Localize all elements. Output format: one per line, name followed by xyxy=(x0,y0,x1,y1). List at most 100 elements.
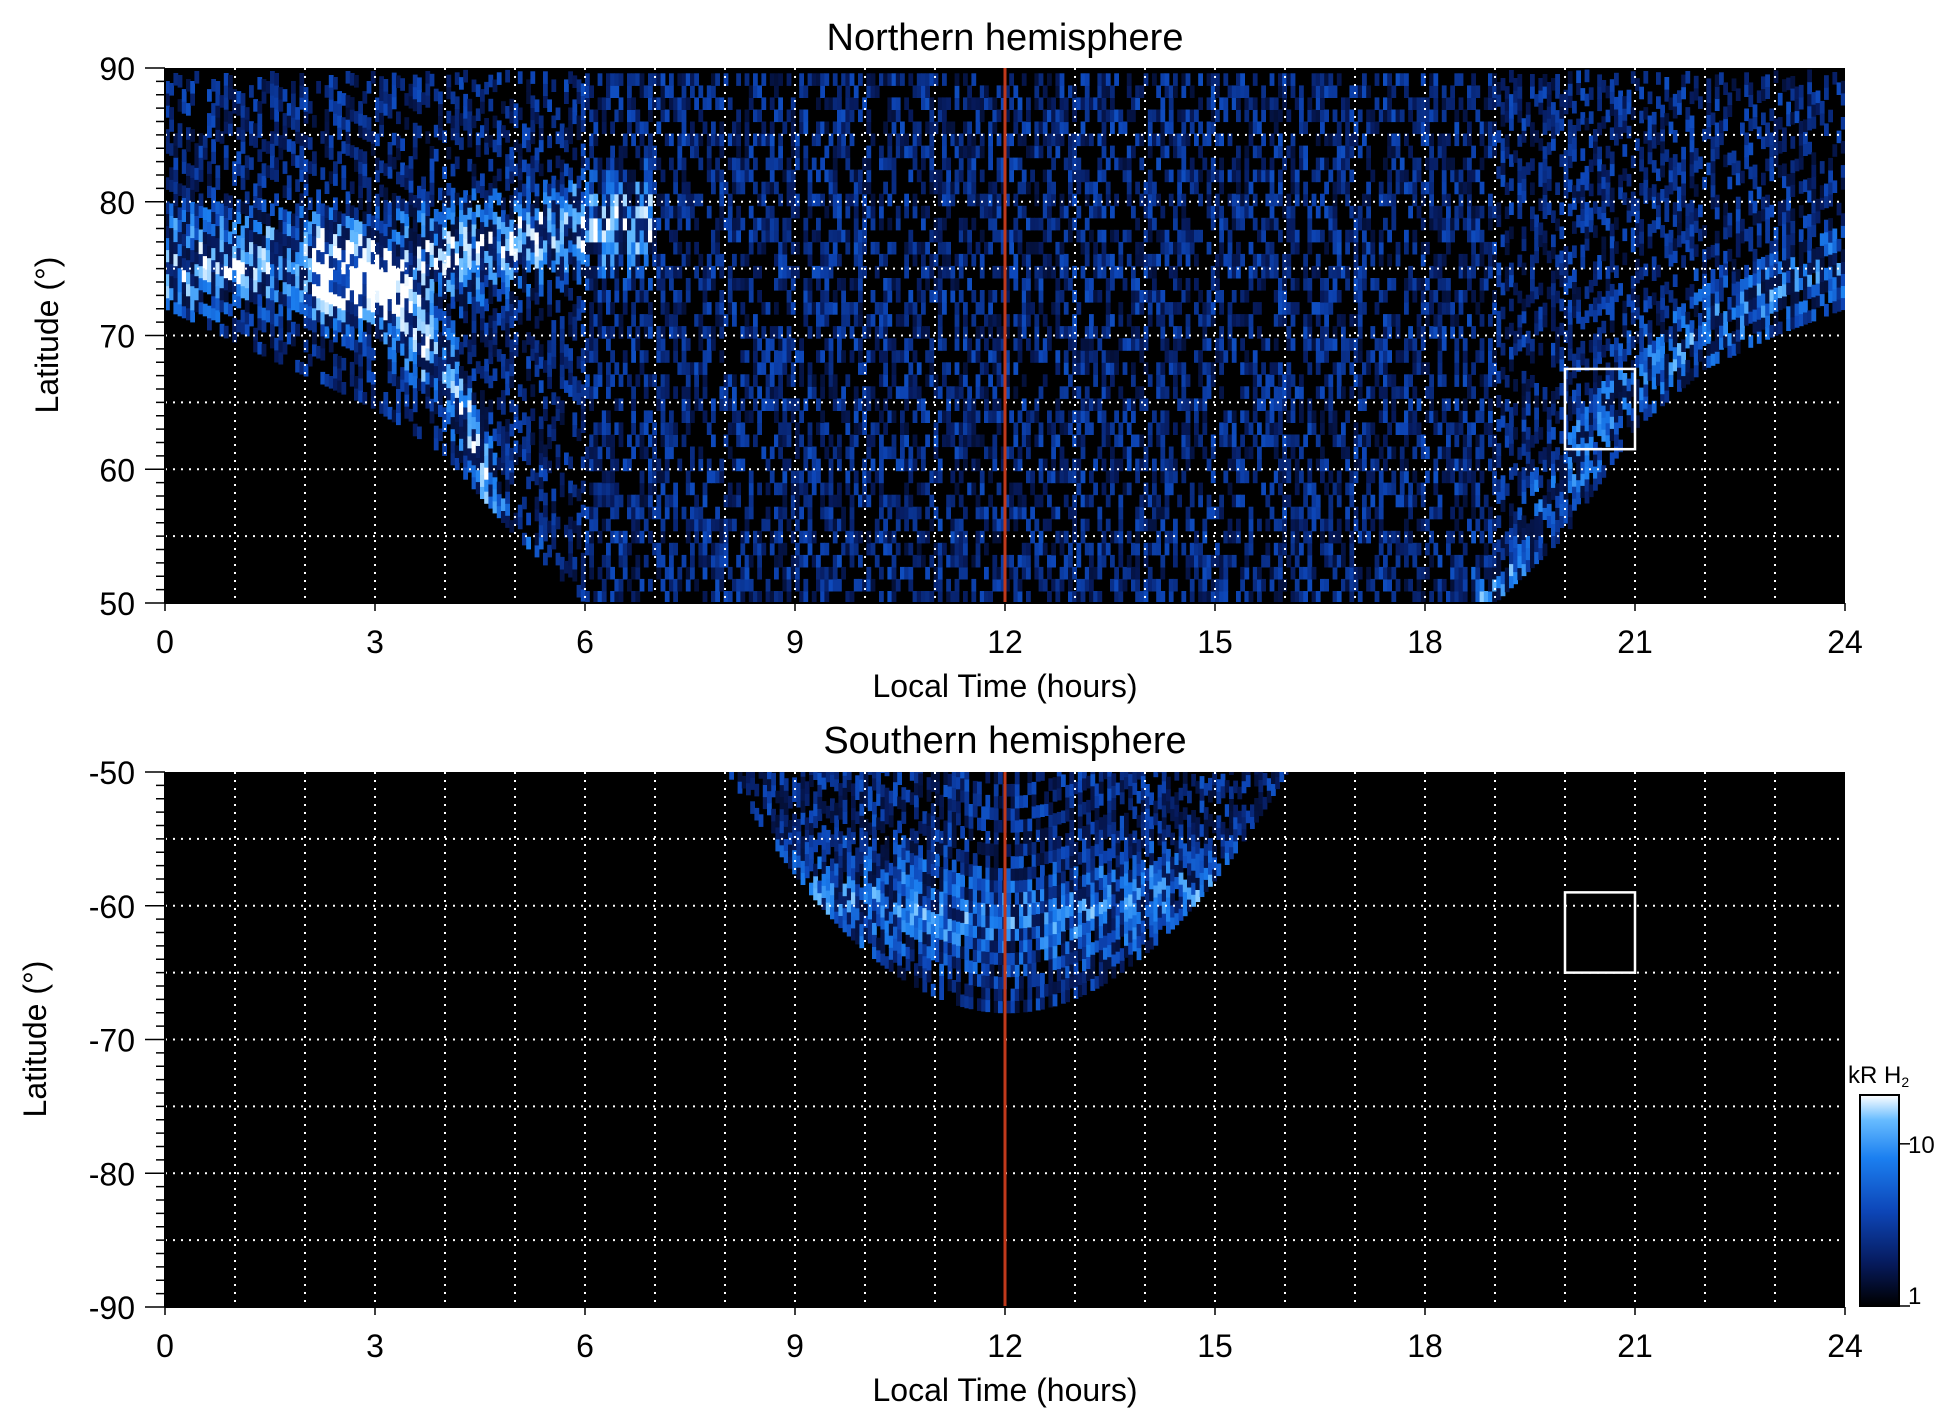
emission-cell xyxy=(299,217,305,231)
emission-cell xyxy=(492,236,498,249)
emission-cell xyxy=(480,462,485,475)
emission-cell xyxy=(681,169,687,183)
emission-cell xyxy=(291,321,296,335)
emission-cell xyxy=(177,135,183,148)
emission-cell xyxy=(1005,278,1010,291)
emission-cell xyxy=(391,277,397,290)
emission-cell xyxy=(349,265,355,279)
emission-cell xyxy=(908,542,914,556)
emission-cell xyxy=(1164,302,1170,315)
emission-cell xyxy=(265,309,271,323)
emission-cell xyxy=(669,494,674,508)
emission-cell xyxy=(887,386,893,399)
emission-cell xyxy=(1147,290,1153,303)
emission-cell xyxy=(501,438,506,451)
emission-cell xyxy=(484,358,489,372)
emission-cell xyxy=(1030,350,1035,363)
emission-cell xyxy=(375,266,380,279)
emission-cell xyxy=(1026,278,1031,291)
emission-cell xyxy=(480,185,485,198)
emission-cell xyxy=(1026,241,1031,255)
emission-cell xyxy=(706,338,712,351)
emission-cell xyxy=(568,360,573,373)
emission-cell xyxy=(614,290,620,303)
emission-cell xyxy=(274,337,279,351)
emission-cell xyxy=(589,193,594,207)
emission-cell xyxy=(265,249,271,263)
emission-cell xyxy=(1017,338,1023,351)
emission-cell xyxy=(1093,290,1098,303)
emission-cell xyxy=(715,253,720,267)
emission-cell xyxy=(874,470,880,484)
emission-cell xyxy=(358,378,363,391)
emission-cell xyxy=(1105,109,1111,123)
emission-cell xyxy=(1114,73,1119,86)
emission-cell xyxy=(547,219,552,233)
emission-cell xyxy=(324,109,330,122)
emission-cell xyxy=(1034,434,1040,448)
emission-cell xyxy=(862,265,867,279)
emission-cell xyxy=(446,86,452,100)
emission-cell xyxy=(664,85,670,98)
emission-cell xyxy=(488,471,494,485)
emission-cell xyxy=(198,301,204,315)
emission-cell xyxy=(690,518,695,532)
emission-cell xyxy=(257,209,263,222)
emission-cell xyxy=(643,422,649,435)
emission-cell xyxy=(303,99,309,112)
emission-cell xyxy=(820,494,825,508)
emission-cell xyxy=(429,170,435,183)
emission-cell xyxy=(887,109,893,123)
emission-cell xyxy=(328,243,334,257)
emission-cell xyxy=(593,229,599,243)
emission-cell xyxy=(769,470,775,484)
emission-cell xyxy=(765,386,771,399)
emission-cell xyxy=(1026,290,1031,303)
emission-cell xyxy=(774,157,779,171)
emission-cell xyxy=(837,518,842,532)
emission-cell xyxy=(240,321,246,335)
emission-cell xyxy=(1017,410,1023,423)
emission-cell xyxy=(1177,193,1182,207)
emission-cell xyxy=(488,255,494,268)
emission-cell xyxy=(173,157,179,170)
emission-cell xyxy=(370,299,376,313)
emission-cell xyxy=(912,518,918,532)
emission-cell xyxy=(303,219,309,233)
emission-cell xyxy=(580,348,586,361)
emission-cell xyxy=(396,171,401,185)
emission-cell xyxy=(257,149,263,162)
emission-cell xyxy=(295,287,300,301)
emission-cell xyxy=(370,251,376,265)
emission-cell xyxy=(1009,157,1014,171)
emission-cell xyxy=(1093,350,1098,363)
emission-cell xyxy=(1110,578,1115,592)
emission-cell xyxy=(421,309,426,322)
emission-cell xyxy=(664,205,670,219)
emission-cell xyxy=(438,91,443,105)
emission-cell xyxy=(223,217,229,231)
emission-cell xyxy=(648,374,653,387)
emission-cell xyxy=(916,326,922,339)
emission-cell xyxy=(543,516,548,530)
emission-cell xyxy=(786,458,792,472)
emission-cell xyxy=(618,494,624,508)
emission-cell xyxy=(883,494,888,508)
emission-cell xyxy=(937,518,943,532)
emission-cell xyxy=(408,83,414,97)
emission-cell xyxy=(291,225,296,239)
emission-cell xyxy=(345,311,351,325)
emission-cell xyxy=(698,157,704,171)
emission-cell xyxy=(1126,422,1132,435)
emission-cell xyxy=(782,398,788,411)
emission-cell xyxy=(1126,314,1132,327)
emission-cell xyxy=(480,245,485,259)
emission-cell xyxy=(320,335,326,349)
emission-cell xyxy=(950,542,956,556)
emission-cell xyxy=(257,101,263,114)
emission-cell xyxy=(328,135,334,148)
emission-cell xyxy=(631,506,636,520)
emission-cell xyxy=(1030,530,1035,544)
emission-cell xyxy=(471,452,477,466)
emission-cell xyxy=(702,350,708,363)
